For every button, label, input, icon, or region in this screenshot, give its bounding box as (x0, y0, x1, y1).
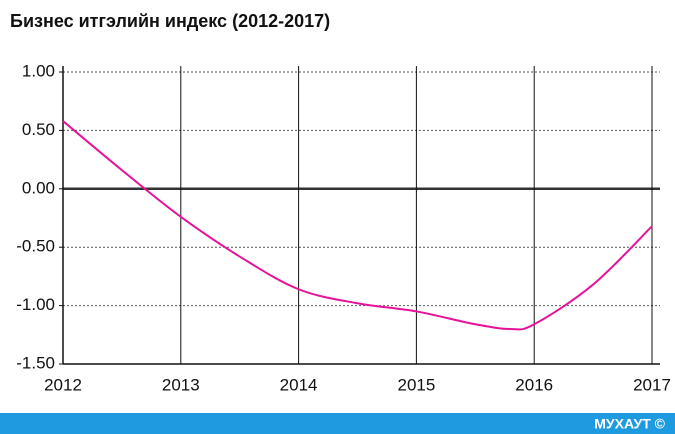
y-tick-label: 1.00 (22, 61, 55, 80)
chart-title: Бизнес итгэлийн индекс (2012-2017) (10, 11, 330, 31)
x-tick-label: 2015 (397, 375, 435, 394)
y-tick-label: -1.50 (16, 353, 55, 372)
footer-text: МУХАУТ © (594, 416, 665, 432)
y-tick-label: 0.50 (22, 120, 55, 139)
line (62, 120, 653, 331)
y-tick-label: -1.00 (16, 295, 55, 314)
x-tick-label: 2016 (515, 375, 553, 394)
y-tick-label: 0.00 (22, 178, 55, 197)
x-tick-label: 2013 (162, 375, 200, 394)
y-tick-label: -0.50 (16, 237, 55, 256)
x-tick-label: 2012 (44, 375, 82, 394)
x-tick-label: 2017 (633, 375, 671, 394)
x-tick-label: 2014 (280, 375, 318, 394)
footer-bar (0, 413, 675, 434)
